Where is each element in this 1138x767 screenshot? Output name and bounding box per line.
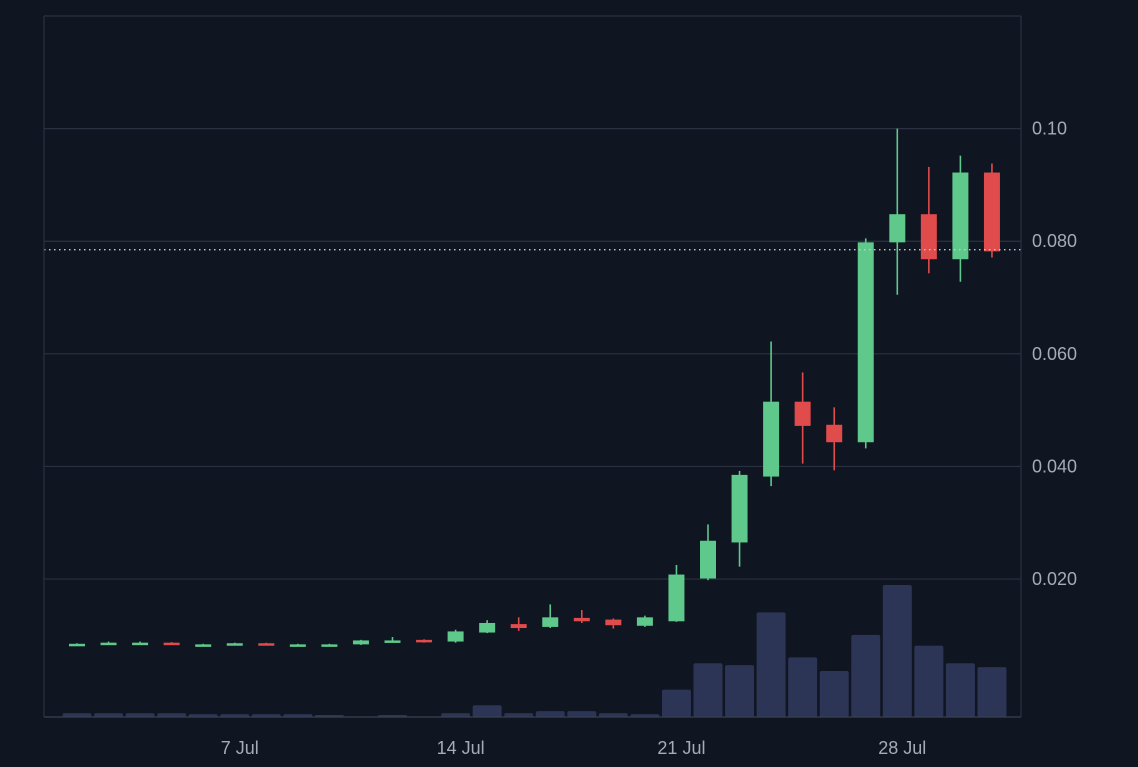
- plot-frame: [43, 15, 1022, 718]
- candle-body: [447, 631, 464, 642]
- candle-body: [352, 640, 369, 645]
- volume-bar: [851, 634, 881, 717]
- candle-body: [763, 401, 780, 477]
- volume-bar: [945, 663, 975, 717]
- volume-bar: [914, 645, 944, 717]
- x-tick-label: 7 Jul: [221, 738, 259, 758]
- candle-body: [573, 617, 590, 622]
- volume-bar: [756, 612, 786, 717]
- y-tick-label: 0.060: [1032, 344, 1077, 364]
- y-tick-label: 0.10: [1032, 119, 1067, 139]
- x-tick-label: 21 Jul: [657, 738, 705, 758]
- volume-bar: [567, 711, 597, 717]
- candle-body: [289, 644, 306, 647]
- volume-bar: [251, 714, 281, 717]
- candle-body: [542, 617, 559, 627]
- candle-body: [416, 639, 433, 643]
- candle-body: [321, 644, 338, 647]
- volume-bar: [472, 705, 502, 717]
- candle-body: [983, 172, 1000, 252]
- volume-bar: [157, 713, 187, 717]
- volume-bar: [504, 713, 534, 717]
- volume-bars: [62, 585, 1007, 717]
- candle-body: [857, 242, 874, 443]
- candle-body: [132, 642, 149, 646]
- candle-body: [636, 617, 653, 626]
- candle-body: [258, 643, 275, 646]
- volume-bar: [882, 585, 912, 717]
- volume-bar: [441, 713, 471, 717]
- candle-body: [479, 622, 496, 633]
- candle-body: [163, 642, 180, 646]
- volume-bar: [94, 713, 124, 717]
- volume-bar: [630, 714, 660, 717]
- x-tick-label: 28 Jul: [878, 738, 926, 758]
- y-tick-label: 0.080: [1032, 231, 1077, 251]
- volume-bar: [535, 711, 565, 717]
- candle-body: [731, 474, 748, 543]
- candle-body: [605, 619, 622, 626]
- volume-bar: [220, 714, 250, 717]
- x-tick-label: 14 Jul: [437, 738, 485, 758]
- volume-bar: [62, 713, 92, 717]
- volume-bar: [788, 657, 818, 717]
- y-axis: 0.10 0.080 0.060 0.040 0.020: [1032, 119, 1077, 589]
- candle-body: [920, 214, 937, 260]
- volume-bar: [661, 689, 691, 717]
- candle-body: [794, 401, 811, 426]
- volume-bar: [188, 714, 218, 717]
- candle-body: [826, 424, 843, 443]
- candle-body: [889, 214, 906, 243]
- candle-body: [226, 643, 243, 646]
- y-tick-label: 0.020: [1032, 569, 1077, 589]
- volume-bar: [598, 713, 628, 717]
- candle-body: [952, 172, 969, 260]
- candle-body: [700, 540, 716, 579]
- candle-body: [510, 624, 527, 629]
- candle-body: [384, 640, 401, 643]
- volume-bar: [725, 665, 755, 717]
- candle-body: [195, 644, 212, 647]
- volume-bar: [283, 714, 313, 717]
- volume-bar: [819, 671, 849, 717]
- candle-body: [69, 643, 85, 647]
- candle-body: [100, 642, 117, 646]
- volume-bar: [693, 663, 723, 717]
- candles: [69, 128, 1000, 647]
- candle-body: [668, 574, 685, 622]
- x-axis: 7 Jul 14 Jul 21 Jul 28 Jul: [221, 738, 927, 758]
- grid-lines: [44, 128, 1021, 580]
- y-tick-label: 0.040: [1032, 456, 1077, 476]
- volume-bar: [977, 667, 1007, 717]
- volume-bar: [125, 713, 155, 717]
